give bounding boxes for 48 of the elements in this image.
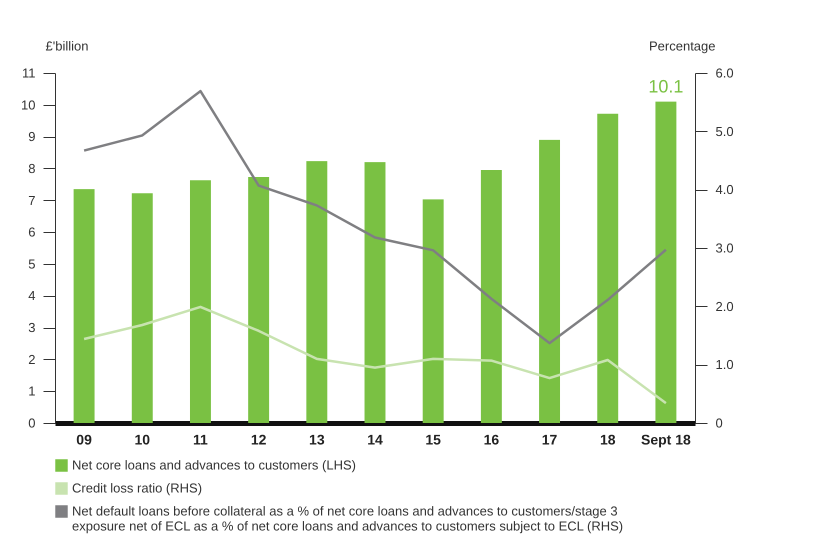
data-label: 10.1 xyxy=(648,76,684,97)
y2-axis-title: Percentage xyxy=(649,38,716,54)
x-tick-label: 12 xyxy=(250,432,267,448)
x-tick-label: Sept 18 xyxy=(641,432,692,448)
x-tick-label: 11 xyxy=(193,432,208,448)
bar xyxy=(480,170,502,423)
x-tick-label: 16 xyxy=(484,432,500,448)
y2-tick-label: 6.0 xyxy=(716,66,734,80)
y-tick-label: 5 xyxy=(28,256,36,272)
y2-tick-label: 2.0 xyxy=(716,298,734,314)
legend-label: Net core loans and advances to customers (LHS) xyxy=(72,458,356,472)
legend-label: Net default loans before collateral as a % of net core loans and advances to customers/stage 3 exposure net of ECL as a % of net core loans and advances to customers subject to ECL (RHS) xyxy=(72,504,624,534)
x-tick-label: 15 xyxy=(425,432,442,448)
y-tick-label: 3 xyxy=(28,320,36,336)
x-tick-label: 17 xyxy=(542,432,558,448)
bar xyxy=(539,140,560,423)
line-series xyxy=(82,306,668,404)
x-tick-label: 14 xyxy=(367,432,383,448)
y-tick-label: 10 xyxy=(21,97,36,112)
x-tick-label: 10 xyxy=(134,432,150,448)
y2-tick-label: 5.0 xyxy=(716,124,734,139)
y-tick-label: 0 xyxy=(28,416,36,430)
x-tick-label: 18 xyxy=(600,432,616,448)
bar xyxy=(364,162,386,423)
y-tick-label: 9 xyxy=(28,129,36,144)
bar xyxy=(248,177,270,423)
y-tick-label: 1 xyxy=(28,384,36,399)
y-tick-label: 2 xyxy=(28,352,36,367)
y-tick-label: 6 xyxy=(28,224,36,240)
y2-tick-label: 4.0 xyxy=(716,182,734,198)
y-tick-label: 11 xyxy=(22,66,36,80)
legend-label: Credit loss ratio (RHS) xyxy=(72,480,202,496)
bar xyxy=(190,180,211,423)
bar xyxy=(132,193,153,423)
y2-tick-label: 3.0 xyxy=(716,240,734,256)
y-axis-title: £'billion xyxy=(46,38,88,54)
y-tick-label: 7 xyxy=(28,192,36,208)
bar xyxy=(74,189,95,423)
y-tick-label: 8 xyxy=(28,160,36,176)
y-tick-label: 4 xyxy=(28,288,36,304)
x-tick-label: 09 xyxy=(76,432,92,448)
bar xyxy=(306,161,328,423)
x-tick-label: 13 xyxy=(309,432,325,448)
bar xyxy=(597,114,618,423)
y2-tick-label: 1.0 xyxy=(716,357,734,372)
y2-tick-label: 0 xyxy=(716,416,723,430)
bar xyxy=(422,199,444,423)
bar xyxy=(655,102,676,423)
